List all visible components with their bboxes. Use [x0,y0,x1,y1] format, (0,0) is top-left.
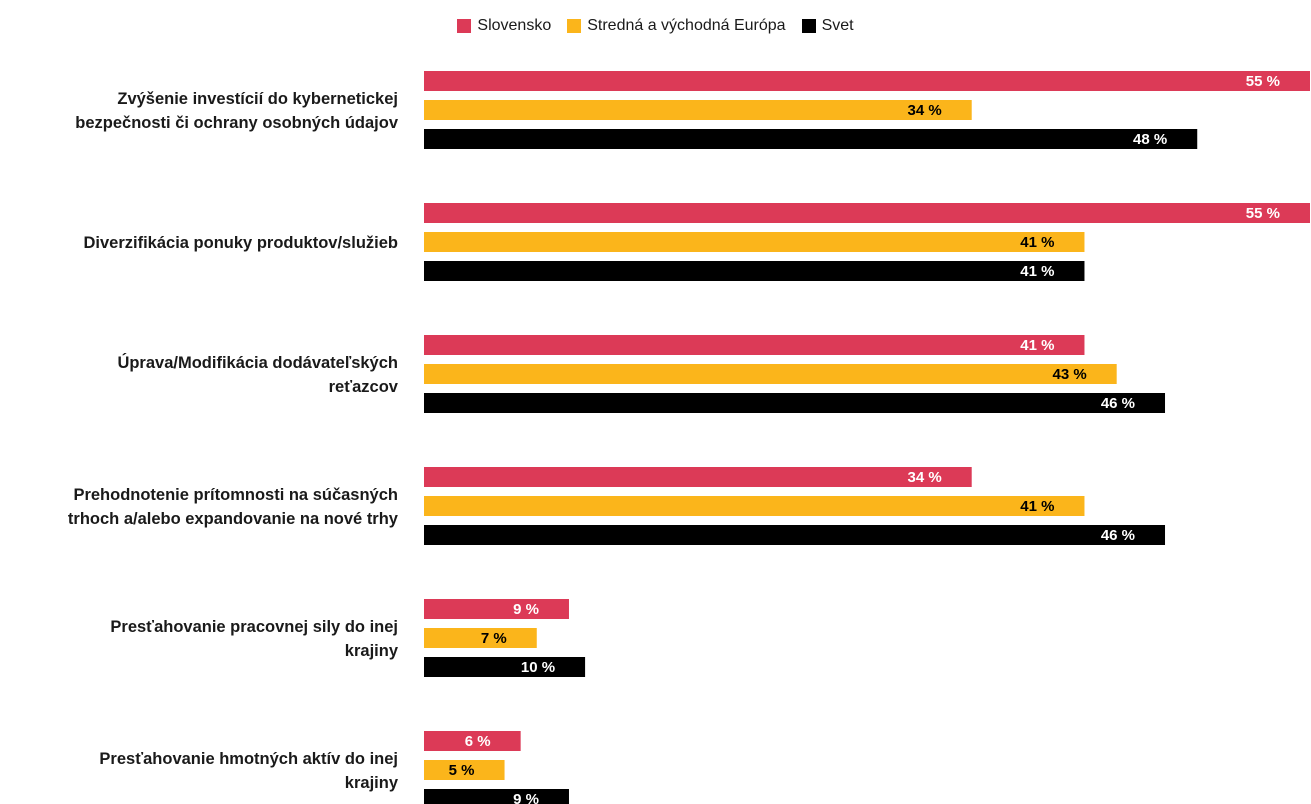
bar [424,657,586,677]
legend-item: Slovensko [457,17,551,35]
bar [424,628,537,648]
legend-swatch [457,19,472,33]
category-label: reťazcov [329,378,399,396]
category-label: Zvýšenie investícií do kybernetickej [117,90,398,108]
category-label: krajiny [345,774,399,792]
data-label: 34 % [908,102,942,119]
data-label: 55 % [1246,73,1280,90]
data-label: 9 % [513,601,539,618]
data-label: 41 % [1020,234,1054,251]
legend-item: Stredná a východná Európa [567,17,786,35]
bar [424,496,1085,516]
bar [424,71,1310,91]
data-label: 34 % [908,469,942,486]
data-label: 41 % [1020,337,1054,354]
bar [424,100,972,120]
bar [424,760,505,780]
data-label: 9 % [513,791,539,804]
bar [424,731,521,751]
bar [424,364,1117,384]
data-label: 6 % [465,733,491,750]
data-label: 48 % [1133,131,1167,148]
legend-item: Svet [801,17,854,35]
data-label: 43 % [1052,366,1086,383]
bar [424,393,1166,413]
category-label: Prehodnotenie prítomnosti na súčasných [73,486,398,504]
legend-swatch [801,19,816,33]
data-label: 41 % [1020,263,1054,280]
bar [424,525,1166,545]
bar [424,599,569,619]
data-label: 5 % [449,762,475,779]
category-label: Presťahovanie pracovnej sily do inej [110,618,398,636]
data-label: 55 % [1246,205,1280,222]
data-label: 7 % [481,630,507,647]
category-label: trhoch a/alebo expandovanie na nové trhy [68,510,399,528]
category-label: Diverzifikácia ponuky produktov/služieb [84,234,399,252]
data-label: 46 % [1101,395,1135,412]
bar [424,203,1310,223]
bar [424,129,1198,149]
category-label: bezpečnosti či ochrany osobných údajov [75,114,399,132]
data-label: 10 % [521,659,555,676]
bar [424,232,1085,252]
legend-label: Slovensko [477,17,552,34]
data-label: 41 % [1020,498,1054,515]
legend-label: Stredná a východná Európa [587,17,786,34]
category-label: Presťahovanie hmotných aktív do inej [99,750,398,768]
legend-swatch [567,19,582,33]
bar [424,335,1085,355]
data-label: 46 % [1101,527,1135,544]
category-label: Úprava/Modifikácia dodávateľských [117,353,398,372]
bar [424,261,1085,281]
category-label: krajiny [345,642,399,660]
chart-legend: Slovensko Stredná a východná Európa Svet [0,14,1311,38]
legend-label: Svet [821,17,854,34]
bar [424,789,569,804]
bar [424,467,972,487]
